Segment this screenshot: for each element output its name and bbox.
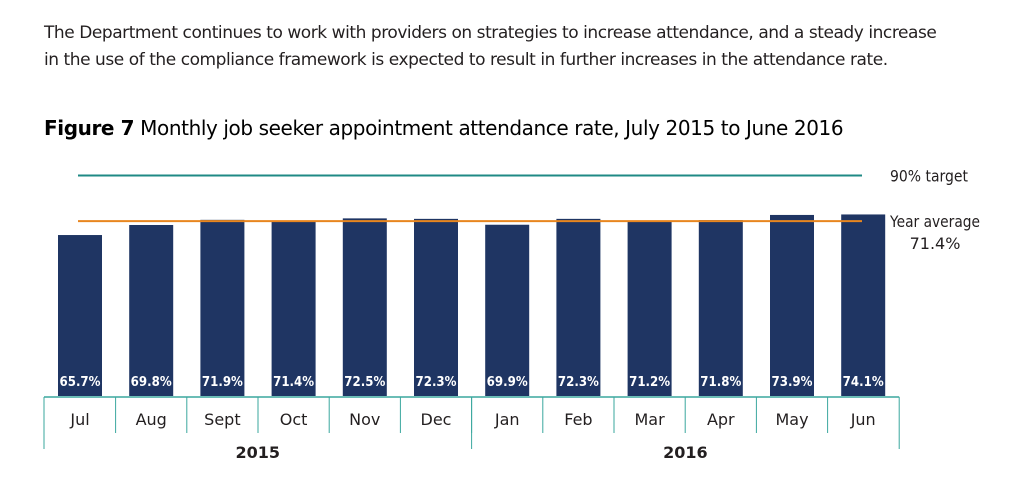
bar [627, 221, 672, 396]
bar [770, 214, 814, 396]
bar [271, 221, 316, 396]
x-group-label: 2016 [663, 443, 708, 462]
bar [485, 224, 530, 396]
bar-value-label: 65.7% [60, 375, 101, 390]
x-group-label: 2015 [236, 443, 281, 462]
bar-value-label: 69.8% [131, 375, 172, 390]
bar-value-label: 71.9% [202, 375, 243, 390]
intro-line-2: in the use of the compliance framework i… [44, 50, 888, 70]
x-tick-label: Sept [204, 410, 240, 429]
x-tick-label: Feb [564, 410, 592, 429]
x-tick-label: Jul [69, 410, 89, 429]
bar-value-label: 73.9% [772, 375, 813, 390]
bar [129, 224, 174, 396]
x-tick-label: Mar [635, 410, 666, 429]
x-tick-label: Aug [136, 410, 167, 429]
target-line-label: 90% target [890, 167, 968, 186]
intro-line-1: The Department continues to work with pr… [44, 23, 937, 43]
x-tick-label: Jun [850, 410, 876, 429]
figure-title: Figure 7 Monthly job seeker appointment … [44, 116, 844, 140]
x-tick-label: Nov [349, 410, 380, 429]
average-line-value: 71.4% [910, 234, 961, 253]
x-tick-label: Dec [421, 410, 452, 429]
bar [698, 220, 743, 396]
bar [414, 218, 458, 396]
bar [58, 235, 102, 396]
bar-value-label: 71.4% [273, 375, 314, 390]
bar-value-label: 71.2% [629, 375, 670, 390]
bar [841, 214, 886, 396]
average-line-label: Year average [889, 212, 980, 231]
x-tick-label: Apr [707, 410, 735, 429]
bar-value-label: 72.3% [558, 375, 599, 390]
x-tick-label: Jan [494, 410, 520, 429]
bar-value-label: 69.9% [487, 375, 528, 390]
bar [200, 219, 245, 396]
x-tick-label: May [775, 410, 808, 429]
intro-paragraph: The Department continues to work with pr… [44, 20, 994, 74]
bar [342, 218, 387, 396]
x-tick-label: Oct [280, 410, 308, 429]
figure-number: Figure 7 [44, 116, 135, 140]
bar-value-label: 72.3% [416, 375, 457, 390]
bar-value-label: 71.8% [700, 375, 741, 390]
bar-value-label: 72.5% [344, 375, 385, 390]
figure-title-text: Monthly job seeker appointment attendanc… [140, 116, 844, 140]
bar-value-label: 74.1% [843, 375, 884, 390]
bar [556, 218, 601, 396]
